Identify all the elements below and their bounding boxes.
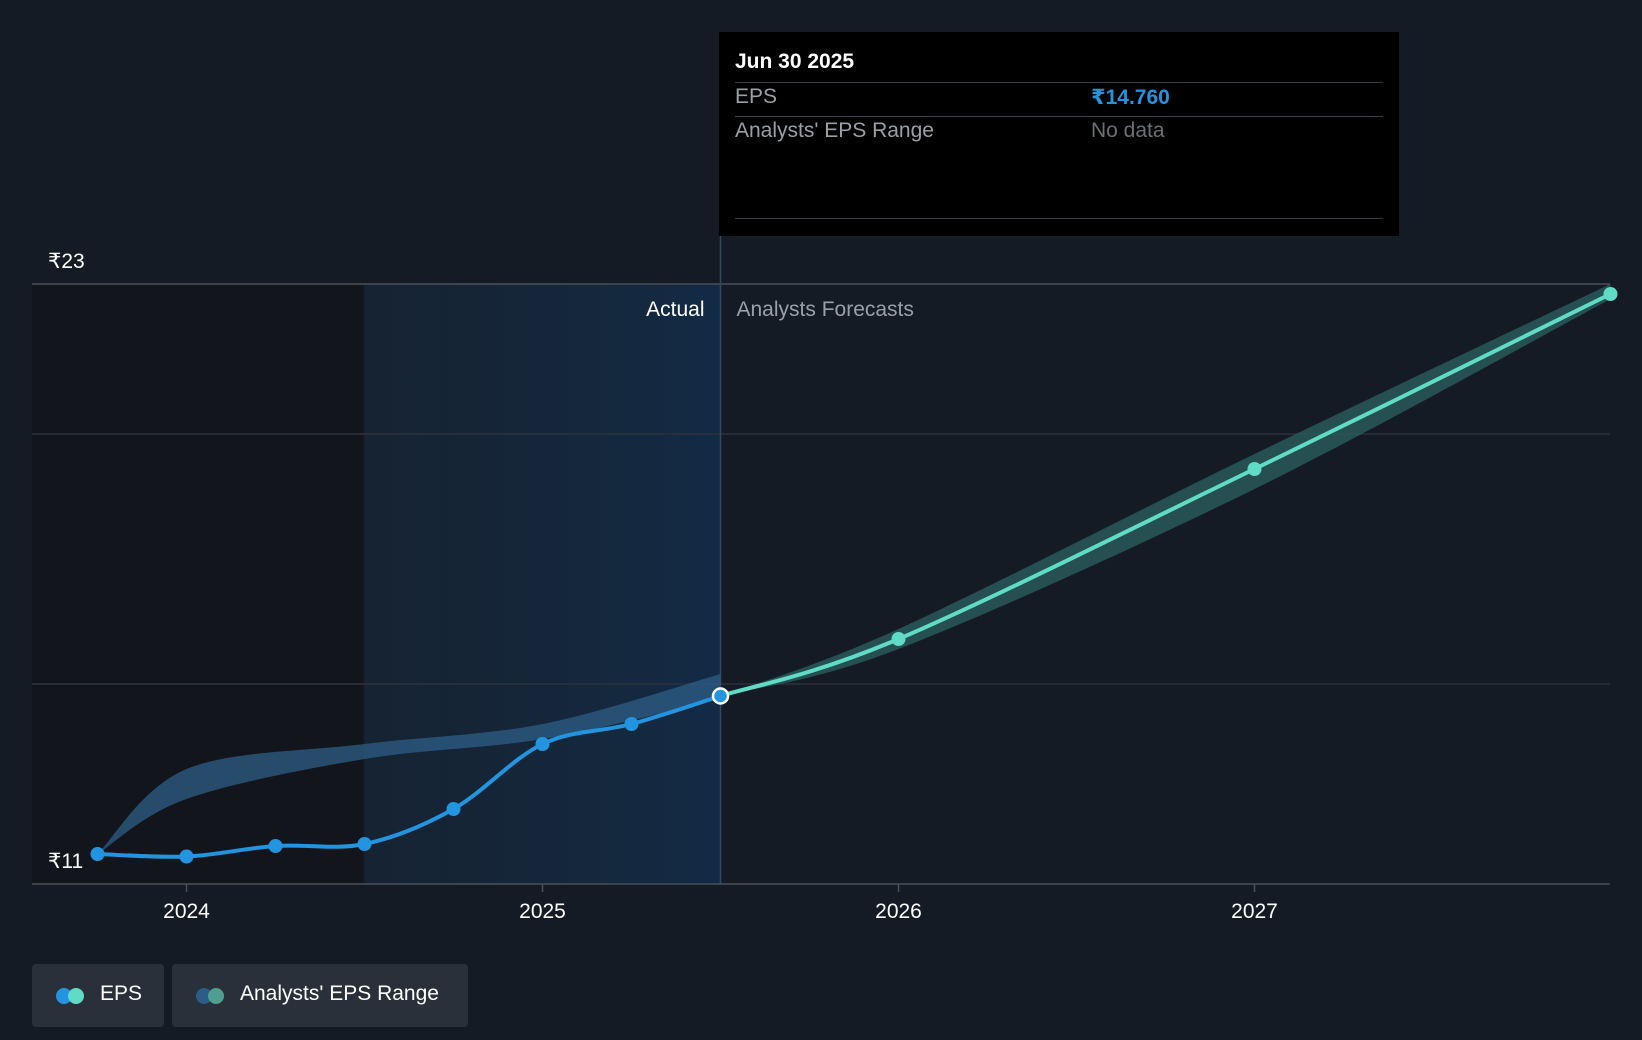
- eps-forecast-legend-dot-icon: [68, 988, 84, 1004]
- eps-point: [535, 737, 550, 751]
- eps-point: [891, 632, 906, 646]
- tooltip-date: Jun 30 2025: [735, 50, 855, 73]
- range-forecast-legend-dot-icon: [208, 988, 224, 1004]
- eps-point: [446, 802, 461, 816]
- tooltip: Jun 30 2025 EPS ₹14.760 Analysts' EPS Ra…: [719, 32, 1399, 236]
- axes: 2024 2025 2026 2027 ₹23 ₹11: [32, 250, 1610, 923]
- eps-point: [624, 717, 639, 731]
- eps-lines: [95, 292, 1613, 859]
- actual-period-shade: [364, 284, 721, 884]
- tooltip-eps-value: ₹14.760: [1091, 86, 1170, 109]
- eps-line-forecast: [718, 292, 1613, 698]
- tooltip-divider: [735, 218, 1383, 219]
- actual-label: Actual: [646, 298, 704, 321]
- legend-analysts-range[interactable]: Analysts' EPS Range: [172, 964, 468, 1027]
- tooltip-eps-label: EPS: [735, 85, 778, 108]
- analysts-eps-range-band: [720, 284, 1611, 696]
- x-tick-label: 2025: [519, 900, 566, 923]
- tooltip-divider: [735, 116, 1383, 117]
- eps-point: [1603, 287, 1618, 301]
- y-tick-label: ₹23: [48, 250, 85, 273]
- eps-point: [357, 837, 372, 851]
- eps-point: [1247, 462, 1262, 476]
- analysts-eps-range-band: [97, 674, 721, 854]
- eps-point: [179, 849, 194, 864]
- legend-range-label: Analysts' EPS Range: [240, 982, 439, 1005]
- tooltip-divider: [735, 82, 1383, 83]
- x-tick-label: 2024: [163, 900, 210, 923]
- eps-highlight-point: [711, 687, 730, 705]
- tooltip-range-value: No data: [1091, 119, 1165, 142]
- x-tick-label: 2026: [875, 900, 922, 923]
- tooltip-range-label: Analysts' EPS Range: [735, 119, 934, 142]
- eps-point: [268, 839, 283, 853]
- eps-points: [90, 287, 1618, 864]
- x-tick-label: 2027: [1231, 900, 1278, 923]
- range-bands: [97, 284, 1611, 854]
- y-tick-label: ₹11: [48, 850, 83, 873]
- legend-eps-label: EPS: [100, 982, 143, 1005]
- legend-eps[interactable]: EPS: [32, 964, 164, 1027]
- eps-line-actual: [95, 694, 723, 859]
- forecast-label: Analysts Forecasts: [737, 298, 914, 321]
- eps-point: [90, 847, 105, 861]
